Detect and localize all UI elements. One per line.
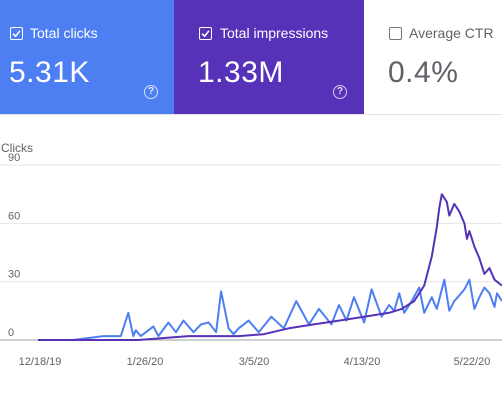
metric-card-total-impressions[interactable]: Total impressions 1.33M ? (174, 0, 364, 114)
y-tick-label: 0 (8, 327, 14, 339)
metric-cards: Total clicks 5.31K ? Total impressions 1… (0, 0, 502, 114)
checkmark-icon (201, 30, 210, 38)
help-icon[interactable]: ? (333, 85, 347, 99)
metric-label: Total clicks (30, 25, 98, 41)
x-tick-label: 5/22/20 (454, 356, 491, 368)
y-tick-label: 30 (8, 269, 20, 281)
performance-chart: Clicks 0 30 60 90 12/18/19 1/26/20 3/5/20 4/13/… (0, 115, 502, 400)
metric-card-total-clicks[interactable]: Total clicks 5.31K ? (0, 0, 174, 114)
y-axis-title: Clicks (1, 141, 33, 155)
checkbox-average-ctr[interactable] (389, 27, 402, 40)
metric-card-average-ctr[interactable]: Average CTR 0.4% (364, 0, 502, 114)
cards-divider (0, 114, 502, 115)
chart-canvas: 0 30 60 90 12/18/19 1/26/20 3/5/20 4/13/20 5/22/… (0, 152, 502, 368)
metric-value: 0.4% (388, 56, 459, 89)
series-line-clicks (38, 278, 502, 341)
x-tick-label: 3/5/20 (239, 356, 270, 368)
x-tick-label: 4/13/20 (344, 356, 381, 368)
x-tick-label: 1/26/20 (127, 356, 164, 368)
metric-label: Total impressions (220, 25, 329, 41)
checkbox-total-clicks[interactable] (10, 27, 23, 40)
checkmark-icon (12, 30, 21, 38)
series-line-impressions (38, 193, 502, 341)
y-tick-label: 90 (8, 152, 20, 164)
checkbox-total-impressions[interactable] (199, 27, 212, 40)
x-tick-label: 12/18/19 (19, 356, 62, 368)
y-tick-label: 60 (8, 210, 20, 222)
metric-value: 5.31K (9, 56, 90, 89)
help-icon[interactable]: ? (144, 85, 158, 99)
metric-label: Average CTR (409, 25, 494, 41)
metric-value: 1.33M (198, 56, 284, 89)
